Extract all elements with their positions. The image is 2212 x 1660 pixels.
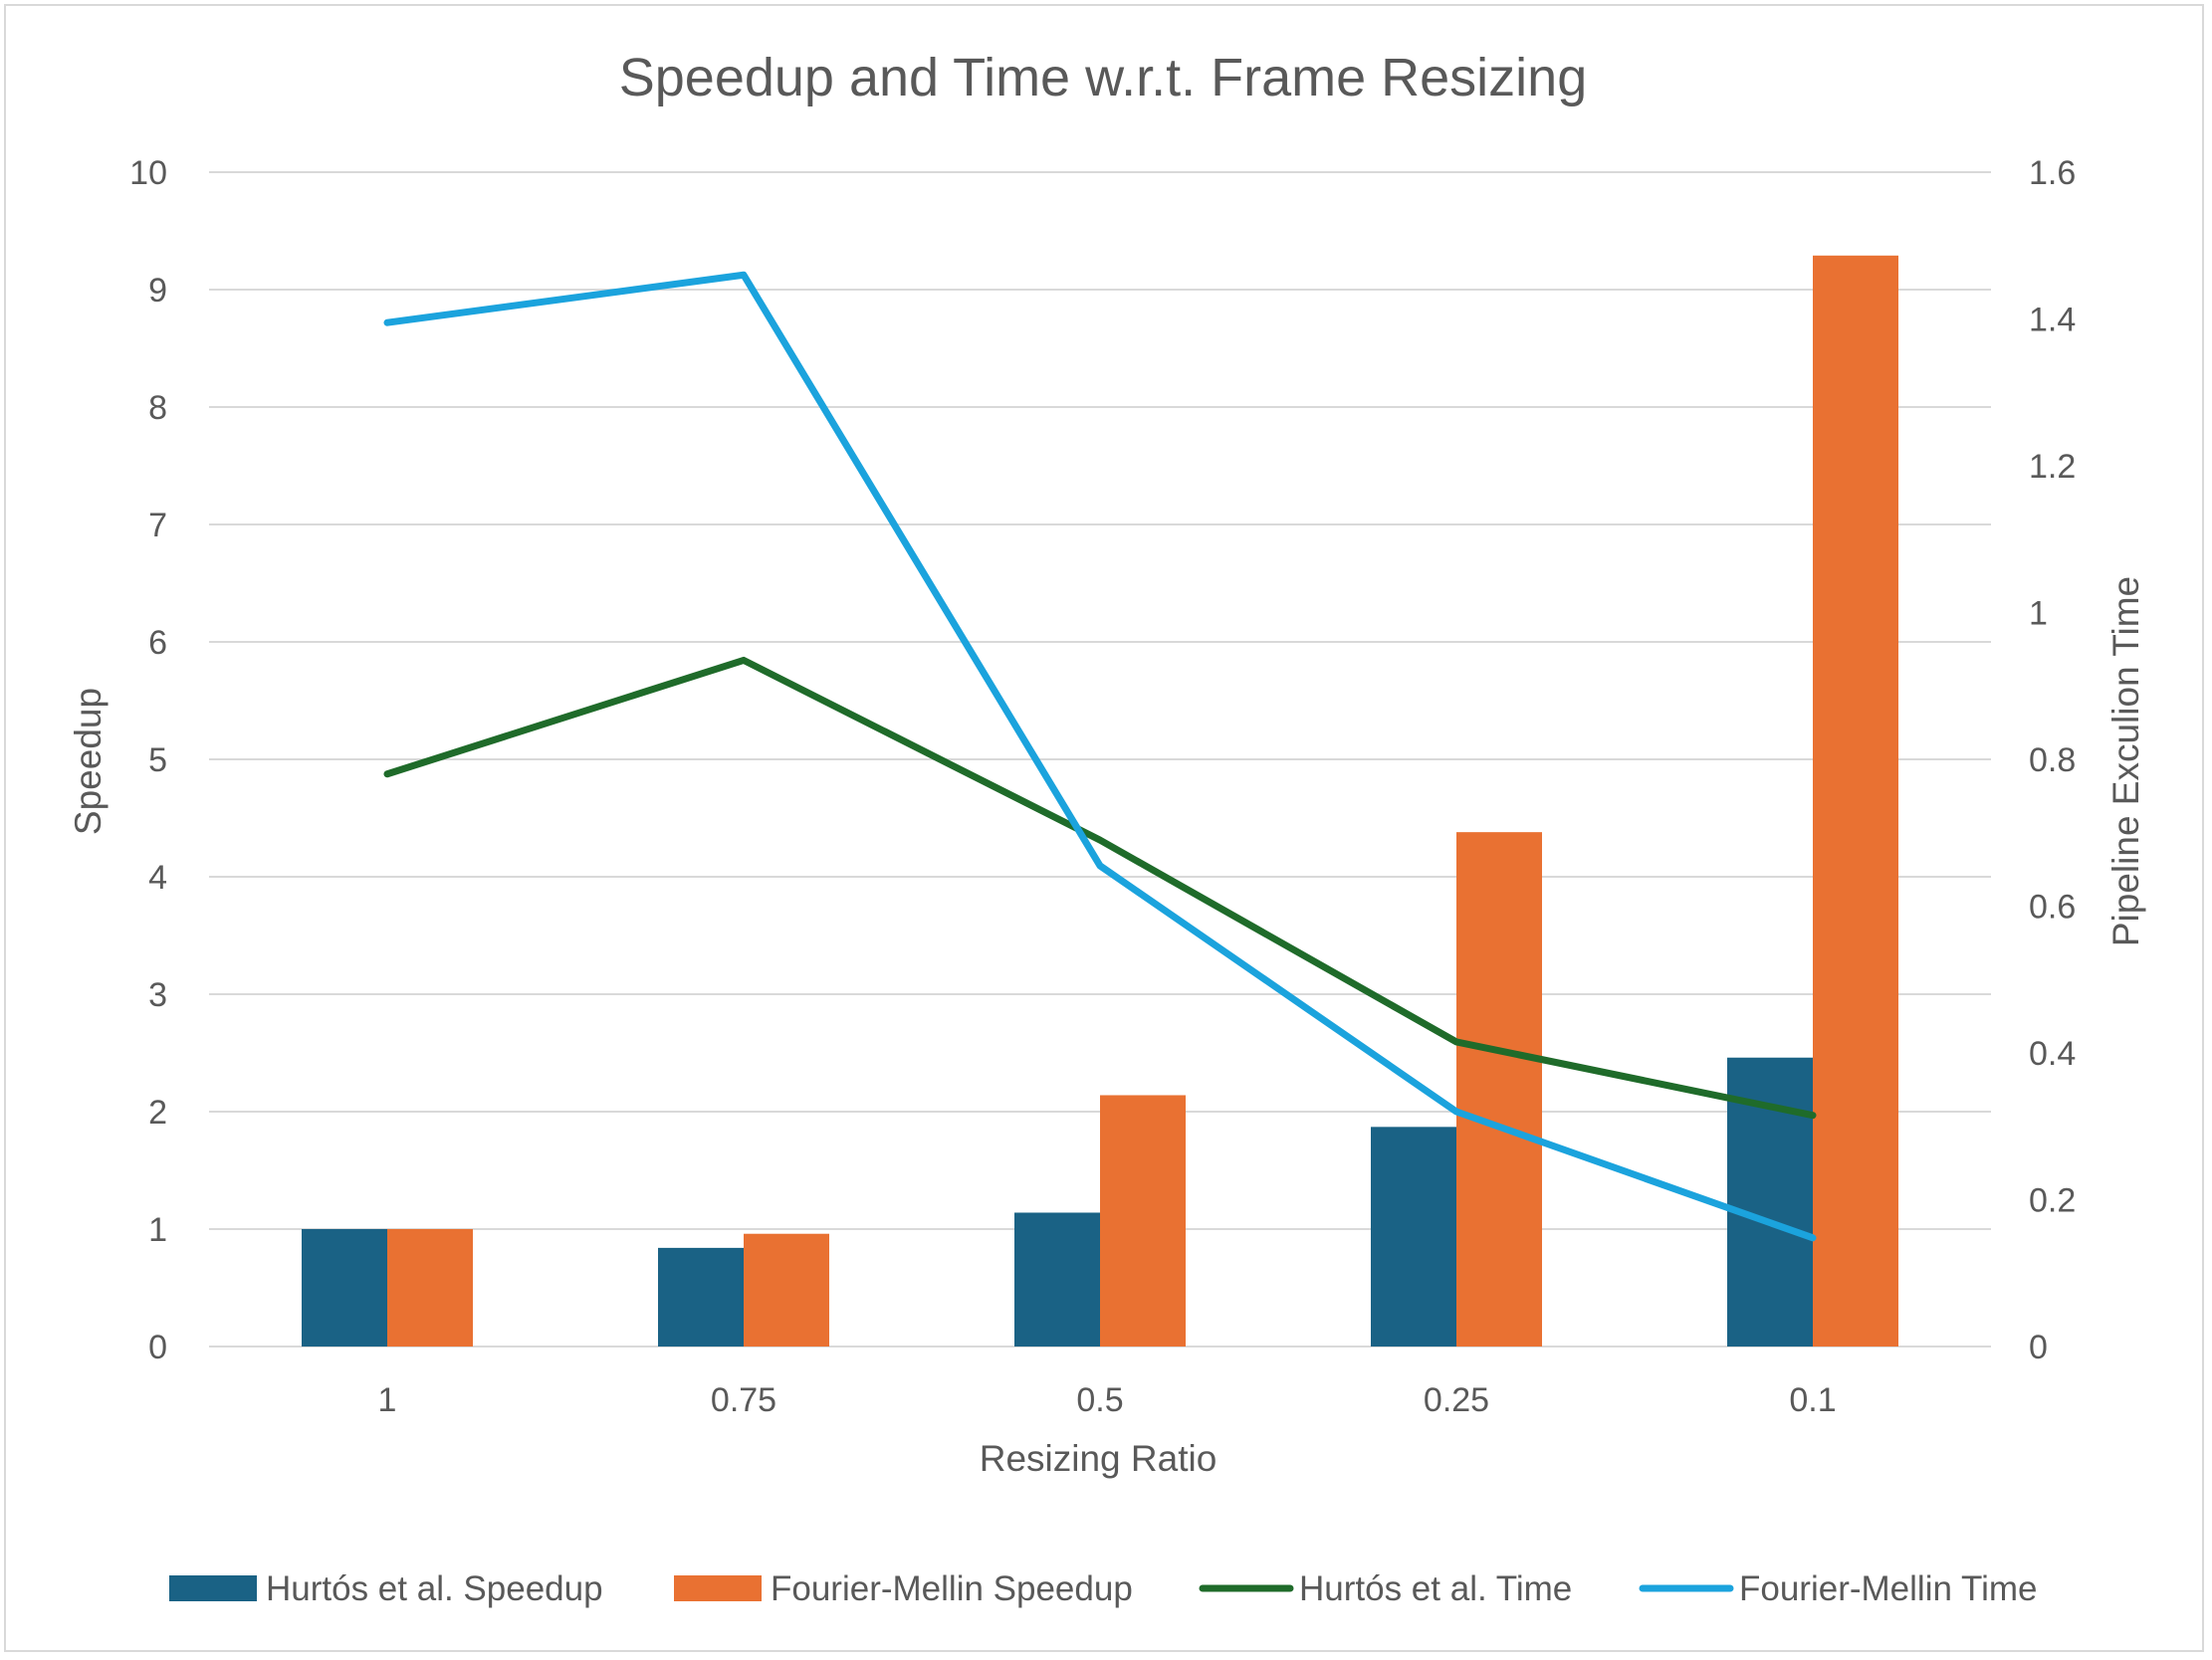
y2-tick-label: 1 bbox=[2029, 595, 2048, 633]
y2-tick-label: 1.4 bbox=[2029, 302, 2076, 339]
y-tick-label: 5 bbox=[148, 741, 167, 779]
y-axis-label: Speedup bbox=[68, 688, 109, 835]
gridlines bbox=[209, 171, 1991, 1348]
legend-label: Hurtós et al. Speedup bbox=[266, 1569, 603, 1608]
chart-title: Speedup and Time w.r.t. Frame Resizing bbox=[619, 48, 1587, 107]
y2-axis-label: Pipeline Exculion Time bbox=[2105, 576, 2146, 946]
y2-tick-label: 0 bbox=[2029, 1329, 2048, 1366]
x-tick-label: 0.75 bbox=[711, 1381, 776, 1419]
y-tick-label: 2 bbox=[148, 1094, 167, 1132]
bars bbox=[302, 255, 1898, 1347]
y-tick-label: 3 bbox=[148, 976, 167, 1014]
y-tick-label: 7 bbox=[148, 507, 167, 544]
y2-tick-label: 1.6 bbox=[2029, 154, 2076, 192]
series-line bbox=[383, 656, 1817, 1120]
y-tick-label: 1 bbox=[148, 1211, 167, 1249]
bar bbox=[1371, 1127, 1456, 1347]
bar bbox=[1100, 1095, 1186, 1347]
bar bbox=[1456, 832, 1542, 1347]
y-tick-label: 6 bbox=[148, 624, 167, 662]
series-line bbox=[383, 271, 1817, 1242]
x-tick-label: 0.5 bbox=[1076, 1381, 1123, 1419]
bar bbox=[658, 1247, 744, 1347]
legend-swatch bbox=[674, 1575, 762, 1601]
y-tick-label: 0 bbox=[148, 1329, 167, 1366]
bar bbox=[1813, 255, 1898, 1347]
legend-label: Fourier-Mellin Speedup bbox=[771, 1569, 1133, 1608]
y2-tick-label: 1.2 bbox=[2029, 448, 2076, 486]
x-axis-label: Resizing Ratio bbox=[980, 1438, 1217, 1479]
y2-tick-label: 0.2 bbox=[2029, 1182, 2076, 1220]
bar bbox=[387, 1229, 473, 1347]
x-tick-label: 0.25 bbox=[1424, 1381, 1489, 1419]
y2-tick-label: 0.6 bbox=[2029, 889, 2076, 927]
bar bbox=[744, 1233, 829, 1347]
legend: Hurtós et al. Speedup Fourier-Mellin Spee… bbox=[169, 1569, 2038, 1608]
legend-swatch bbox=[169, 1575, 257, 1601]
legend-label: Fourier-Mellin Time bbox=[1739, 1569, 2038, 1608]
bar bbox=[302, 1229, 387, 1347]
y-tick-label: 4 bbox=[148, 859, 167, 897]
y-tick-label: 9 bbox=[148, 272, 167, 310]
y2-tick-label: 0.8 bbox=[2029, 741, 2076, 779]
y-tick-label: 10 bbox=[129, 154, 167, 192]
x-tick-label: 1 bbox=[378, 1381, 397, 1419]
bar bbox=[1014, 1212, 1100, 1347]
y-tick-label: 8 bbox=[148, 389, 167, 427]
x-tick-label: 0.1 bbox=[1789, 1381, 1836, 1419]
y2-tick-label: 0.4 bbox=[2029, 1035, 2076, 1073]
lines bbox=[383, 271, 1817, 1242]
legend-label: Hurtós et al. Time bbox=[1299, 1569, 1572, 1608]
tick-labels: 0 1 2 3 4 5 6 7 8 9 10 0 0.2 0.4 0.6 0.8 1 1.2 1.4 1.6 1 0.75… bbox=[129, 154, 2076, 1419]
